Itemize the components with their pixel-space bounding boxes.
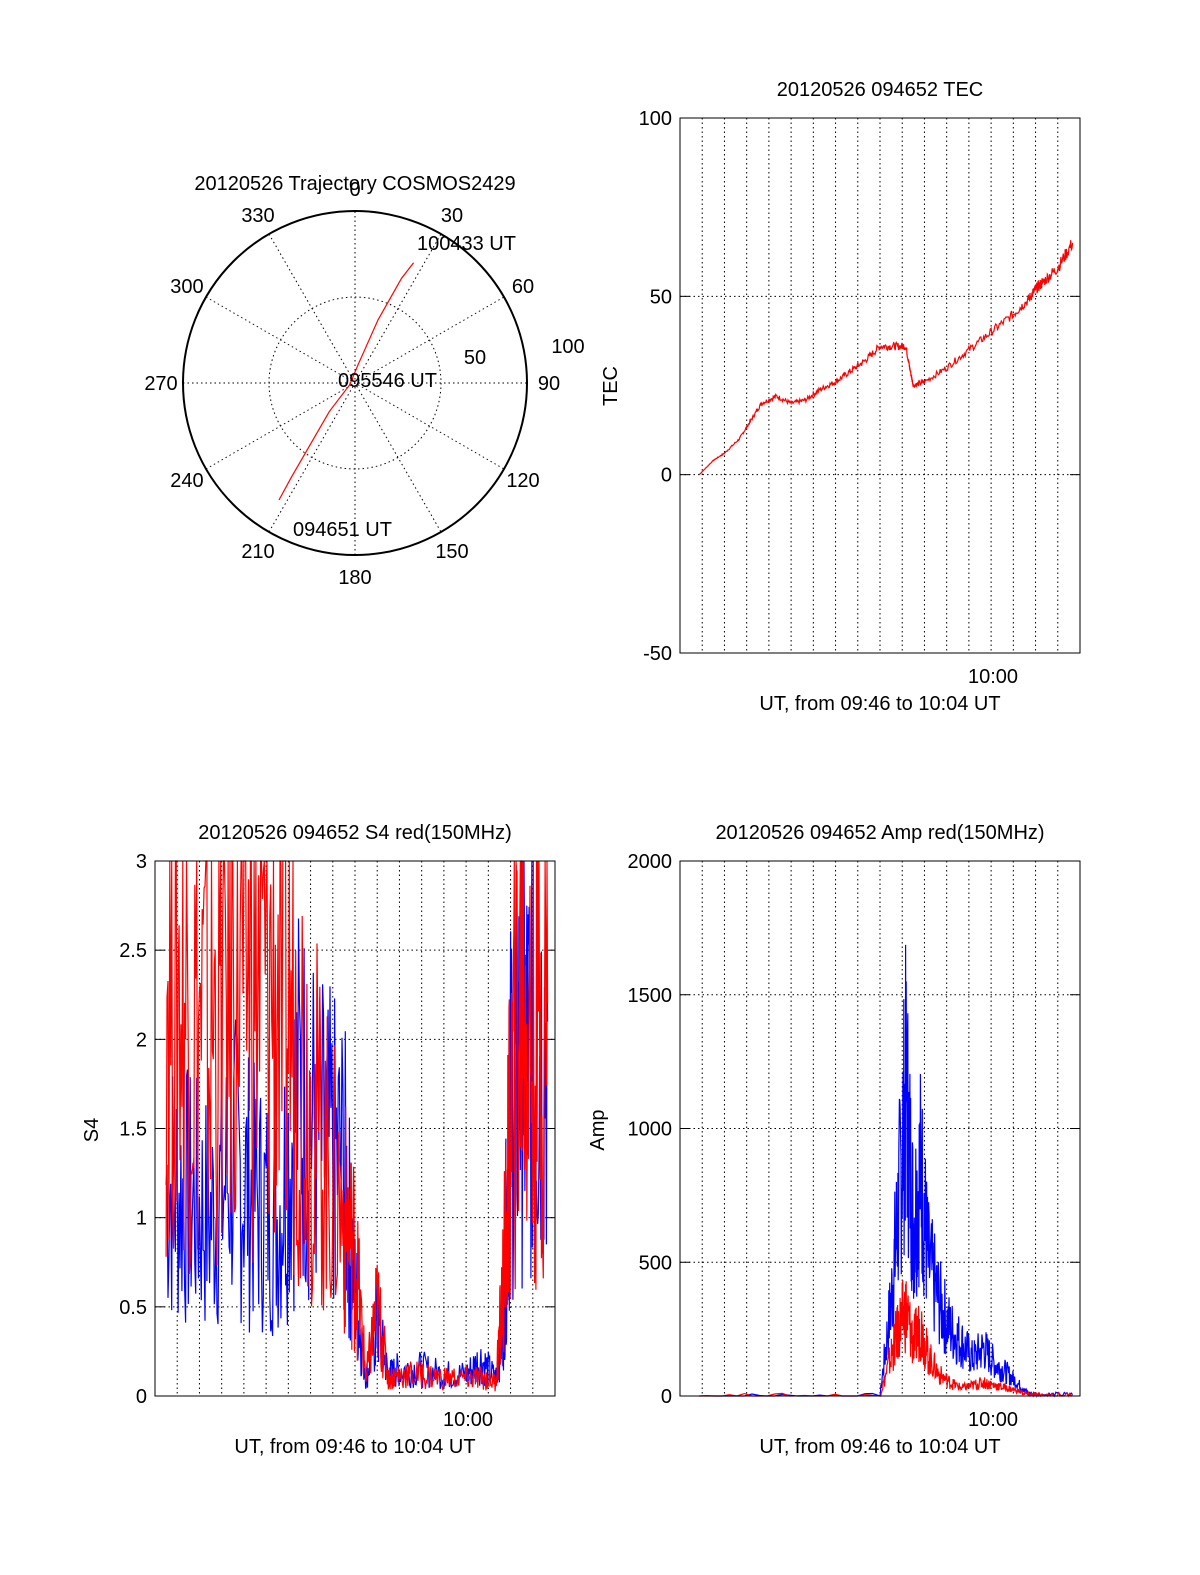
amp-plot-frame [679, 860, 1081, 1397]
y-tick-label: 0 [136, 1386, 147, 1408]
y-tick-label: -50 [643, 643, 672, 665]
polar-radial-label-100: 100 [551, 336, 584, 358]
s4-panel: 20120526 094652 S4 red(150MHz) 0 0.5 1 1.5 2… [81, 822, 556, 1458]
y-tick-label: 0 [661, 465, 672, 487]
tec-x-axis-label: UT, from 09:46 to 10:04 UT [759, 693, 1000, 715]
series-line [699, 944, 1074, 1399]
polar-angle-label: 30 [441, 205, 463, 227]
tec-traces [698, 240, 1074, 476]
polar-angle-label: 150 [435, 541, 468, 563]
y-tick-label: 1 [136, 1208, 147, 1230]
amp-panel: 20120526 094652 Amp red(150MHz) 0 500 1000… [587, 822, 1081, 1458]
s4-traces [165, 860, 549, 1392]
polar-angle-label: 270 [144, 373, 177, 395]
polar-angle-label: 300 [170, 276, 203, 298]
y-tick-label: 50 [650, 286, 672, 308]
y-tick-label: 0 [661, 1386, 672, 1408]
amp-y-tick-labels: 0 500 1000 1500 2000 [628, 851, 673, 1408]
y-tick-label: 2.5 [119, 940, 147, 962]
polar-outer-ring [182, 210, 528, 556]
polar-grid [183, 211, 527, 555]
series-line [699, 1280, 1073, 1398]
trajectory-line [278, 262, 415, 501]
amp-x-tick-label: 10:00 [968, 1409, 1018, 1431]
amp-y-axis-label: Amp [587, 1109, 609, 1150]
tec-y-tick-labels: -50 0 50 100 [639, 108, 672, 665]
polar-angle-label: 120 [506, 470, 539, 492]
polar-angle-label: 60 [512, 276, 534, 298]
trajectory-start-label: 094651 UT [293, 519, 392, 541]
tec-y-axis-label: TEC [600, 366, 622, 406]
s4-plot-frame [154, 860, 556, 1397]
s4-y-tick-labels: 0 0.5 1 1.5 2 2.5 3 [119, 851, 147, 1408]
polar-angle-label: 90 [538, 373, 560, 395]
polar-title: 20120526 Trajectory COSMOS2429 [194, 173, 515, 195]
polar-angle-label: 330 [241, 205, 274, 227]
amp-traces [699, 944, 1074, 1399]
y-tick-label: 1000 [628, 1119, 673, 1141]
polar-grid-spoke [268, 233, 442, 533]
y-tick-label: 3 [136, 851, 147, 873]
y-tick-label: 2 [136, 1029, 147, 1051]
tec-plot-frame [679, 117, 1081, 654]
s4-x-axis-label: UT, from 09:46 to 10:04 UT [234, 1436, 475, 1458]
y-tick-label: 0.5 [119, 1297, 147, 1319]
amp-gridlines [680, 860, 1080, 1397]
y-tick-label: 1500 [628, 985, 673, 1007]
polar-radial-label-50: 50 [464, 347, 486, 369]
amp-title: 20120526 094652 Amp red(150MHz) [715, 822, 1044, 844]
trajectory-end-label: 100433 UT [417, 233, 516, 255]
y-tick-label: 1.5 [119, 1119, 147, 1141]
polar-angle-label: 0 [349, 179, 360, 201]
polar-angle-labels: 0 30 60 90 120 150 180 210 240 270 300 330 [144, 179, 560, 589]
polar-panel: 20120526 Trajectory COSMOS2429 0 30 60 90 12… [144, 173, 584, 589]
tec-title: 20120526 094652 TEC [777, 79, 983, 101]
s4-gridlines [155, 860, 555, 1397]
polar-angle-label: 210 [241, 541, 274, 563]
s4-x-tick-label: 10:00 [443, 1409, 493, 1431]
y-tick-label: 100 [639, 108, 672, 130]
amp-x-axis-label: UT, from 09:46 to 10:04 UT [759, 1436, 1000, 1458]
tec-gridlines [680, 117, 1080, 654]
s4-title: 20120526 094652 S4 red(150MHz) [198, 822, 512, 844]
tec-panel: 20120526 094652 TEC -50 0 50 100 10:00 UT, … [600, 79, 1081, 715]
tec-x-tick-label: 10:00 [968, 666, 1018, 688]
trajectory-middle-label: 095546 UT [338, 370, 437, 392]
polar-angle-label: 180 [338, 567, 371, 589]
y-tick-label: 2000 [628, 851, 673, 873]
polar-angle-label: 240 [170, 470, 203, 492]
y-tick-label: 500 [639, 1252, 672, 1274]
s4-y-axis-label: S4 [81, 1118, 103, 1142]
series-line [165, 860, 549, 1392]
series-line [698, 240, 1074, 476]
